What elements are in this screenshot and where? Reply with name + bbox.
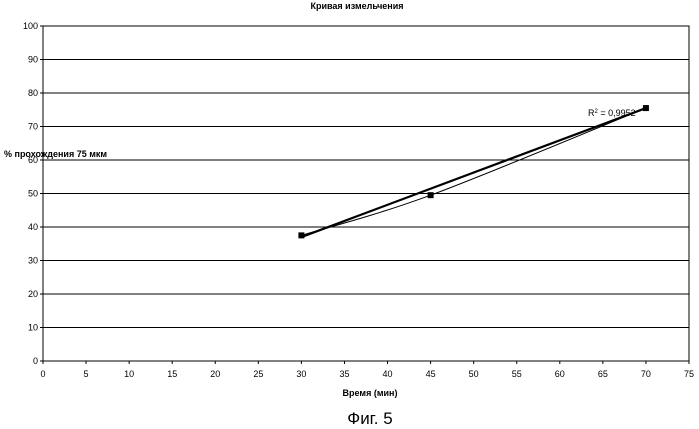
x-tick-label: 5 (84, 369, 89, 379)
x-axis-ticks: 0 5 10 15 20 25 30 35 40 45 50 55 60 65 70 75 (40, 361, 694, 379)
gridlines (43, 60, 689, 328)
x-tick-label: 40 (383, 369, 393, 379)
x-tick-label: 20 (210, 369, 220, 379)
trendline (301, 108, 646, 237)
linear-trendline (301, 108, 646, 237)
x-tick-label: 0 (40, 369, 45, 379)
figure-caption: Фиг. 5 (347, 409, 392, 428)
r-squared-label: R2 = 0,9952 (588, 108, 636, 118)
y-tick-label: 0 (33, 356, 38, 366)
y-tick-label: 50 (28, 189, 38, 199)
x-tick-label: 65 (598, 369, 608, 379)
x-tick-label: 35 (339, 369, 349, 379)
x-tick-label: 50 (469, 369, 479, 379)
x-tick-label: 60 (555, 369, 565, 379)
data-point-marker (428, 192, 434, 198)
x-tick-label: 45 (426, 369, 436, 379)
y-tick-label: 30 (28, 256, 38, 266)
y-axis-label: % прохождения 75 мкм (4, 149, 107, 159)
x-tick-label: 70 (641, 369, 651, 379)
x-tick-label: 10 (124, 369, 134, 379)
x-tick-label: 15 (167, 369, 177, 379)
y-tick-label: 100 (23, 21, 38, 31)
y-axis-ticks: 0102030405060708090100 (23, 21, 43, 366)
x-tick-label: 55 (512, 369, 522, 379)
y-tick-label: 70 (28, 122, 38, 132)
x-tick-label: 75 (684, 369, 694, 379)
y-tick-label: 10 (28, 323, 38, 333)
y-tick-label: 40 (28, 222, 38, 232)
y-tick-label: 20 (28, 289, 38, 299)
chart-title: Кривая измельчения (310, 1, 403, 11)
x-tick-label: 25 (253, 369, 263, 379)
y-tick-label: 90 (28, 55, 38, 65)
y-tick-label: 80 (28, 88, 38, 98)
x-axis-label: Время (мин) (343, 388, 398, 398)
x-tick-label: 30 (296, 369, 306, 379)
